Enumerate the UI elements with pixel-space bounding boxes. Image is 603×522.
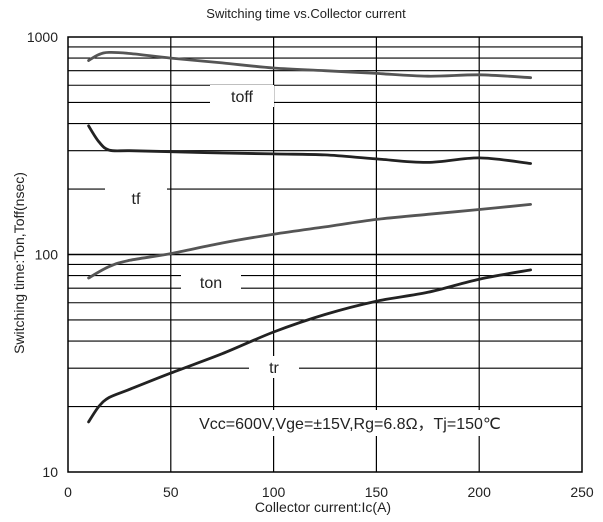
y-axis-label: Switching time:Ton,Toff(nsec) [11,172,27,354]
x-tick-label: 200 [468,484,492,500]
y-tick-label: 1000 [27,29,58,45]
plot-frame [67,36,583,473]
y-tick-label: 10 [42,464,58,480]
x-tick-labels: 0 50 100 150 200 250 [64,484,594,500]
series-label-tr: tr [269,360,279,377]
x-tick-label: 100 [262,484,286,500]
series-label-toff-bg [210,85,274,107]
y-tick-label: 100 [35,247,59,263]
series-line-tf [87,124,532,165]
series-line-tr [87,268,532,424]
condition-text-bg [172,410,528,436]
series-label-ton: ton [200,275,222,292]
label-layer: toff tf ton tr Vcc=600V,Vge=±15V,Rg=6.8Ω，Tj=… [105,85,528,436]
grid [68,37,582,472]
series-layer [87,50,532,424]
series-label-tf: tf [132,191,141,208]
condition-text: Vcc=600V,Vge=±15V,Rg=6.8Ω，Tj=150℃ [199,416,501,433]
x-tick-label: 250 [570,484,594,500]
series-label-tr-bg [249,356,299,378]
series-line-ton [87,203,532,280]
series-line-toff [87,50,532,80]
x-axis-label: Collector current:Ic(A) [255,499,391,515]
series-label-toff: toff [231,89,254,106]
x-tick-label: 0 [64,484,72,500]
x-tick-label: 150 [365,484,389,500]
chart-title: Switching time vs.Collector current [206,6,406,21]
y-tick-labels: 10 100 1000 [27,29,58,480]
x-tick-label: 50 [163,484,179,500]
series-label-tf-bg [105,187,167,209]
series-label-ton-bg [181,271,241,293]
